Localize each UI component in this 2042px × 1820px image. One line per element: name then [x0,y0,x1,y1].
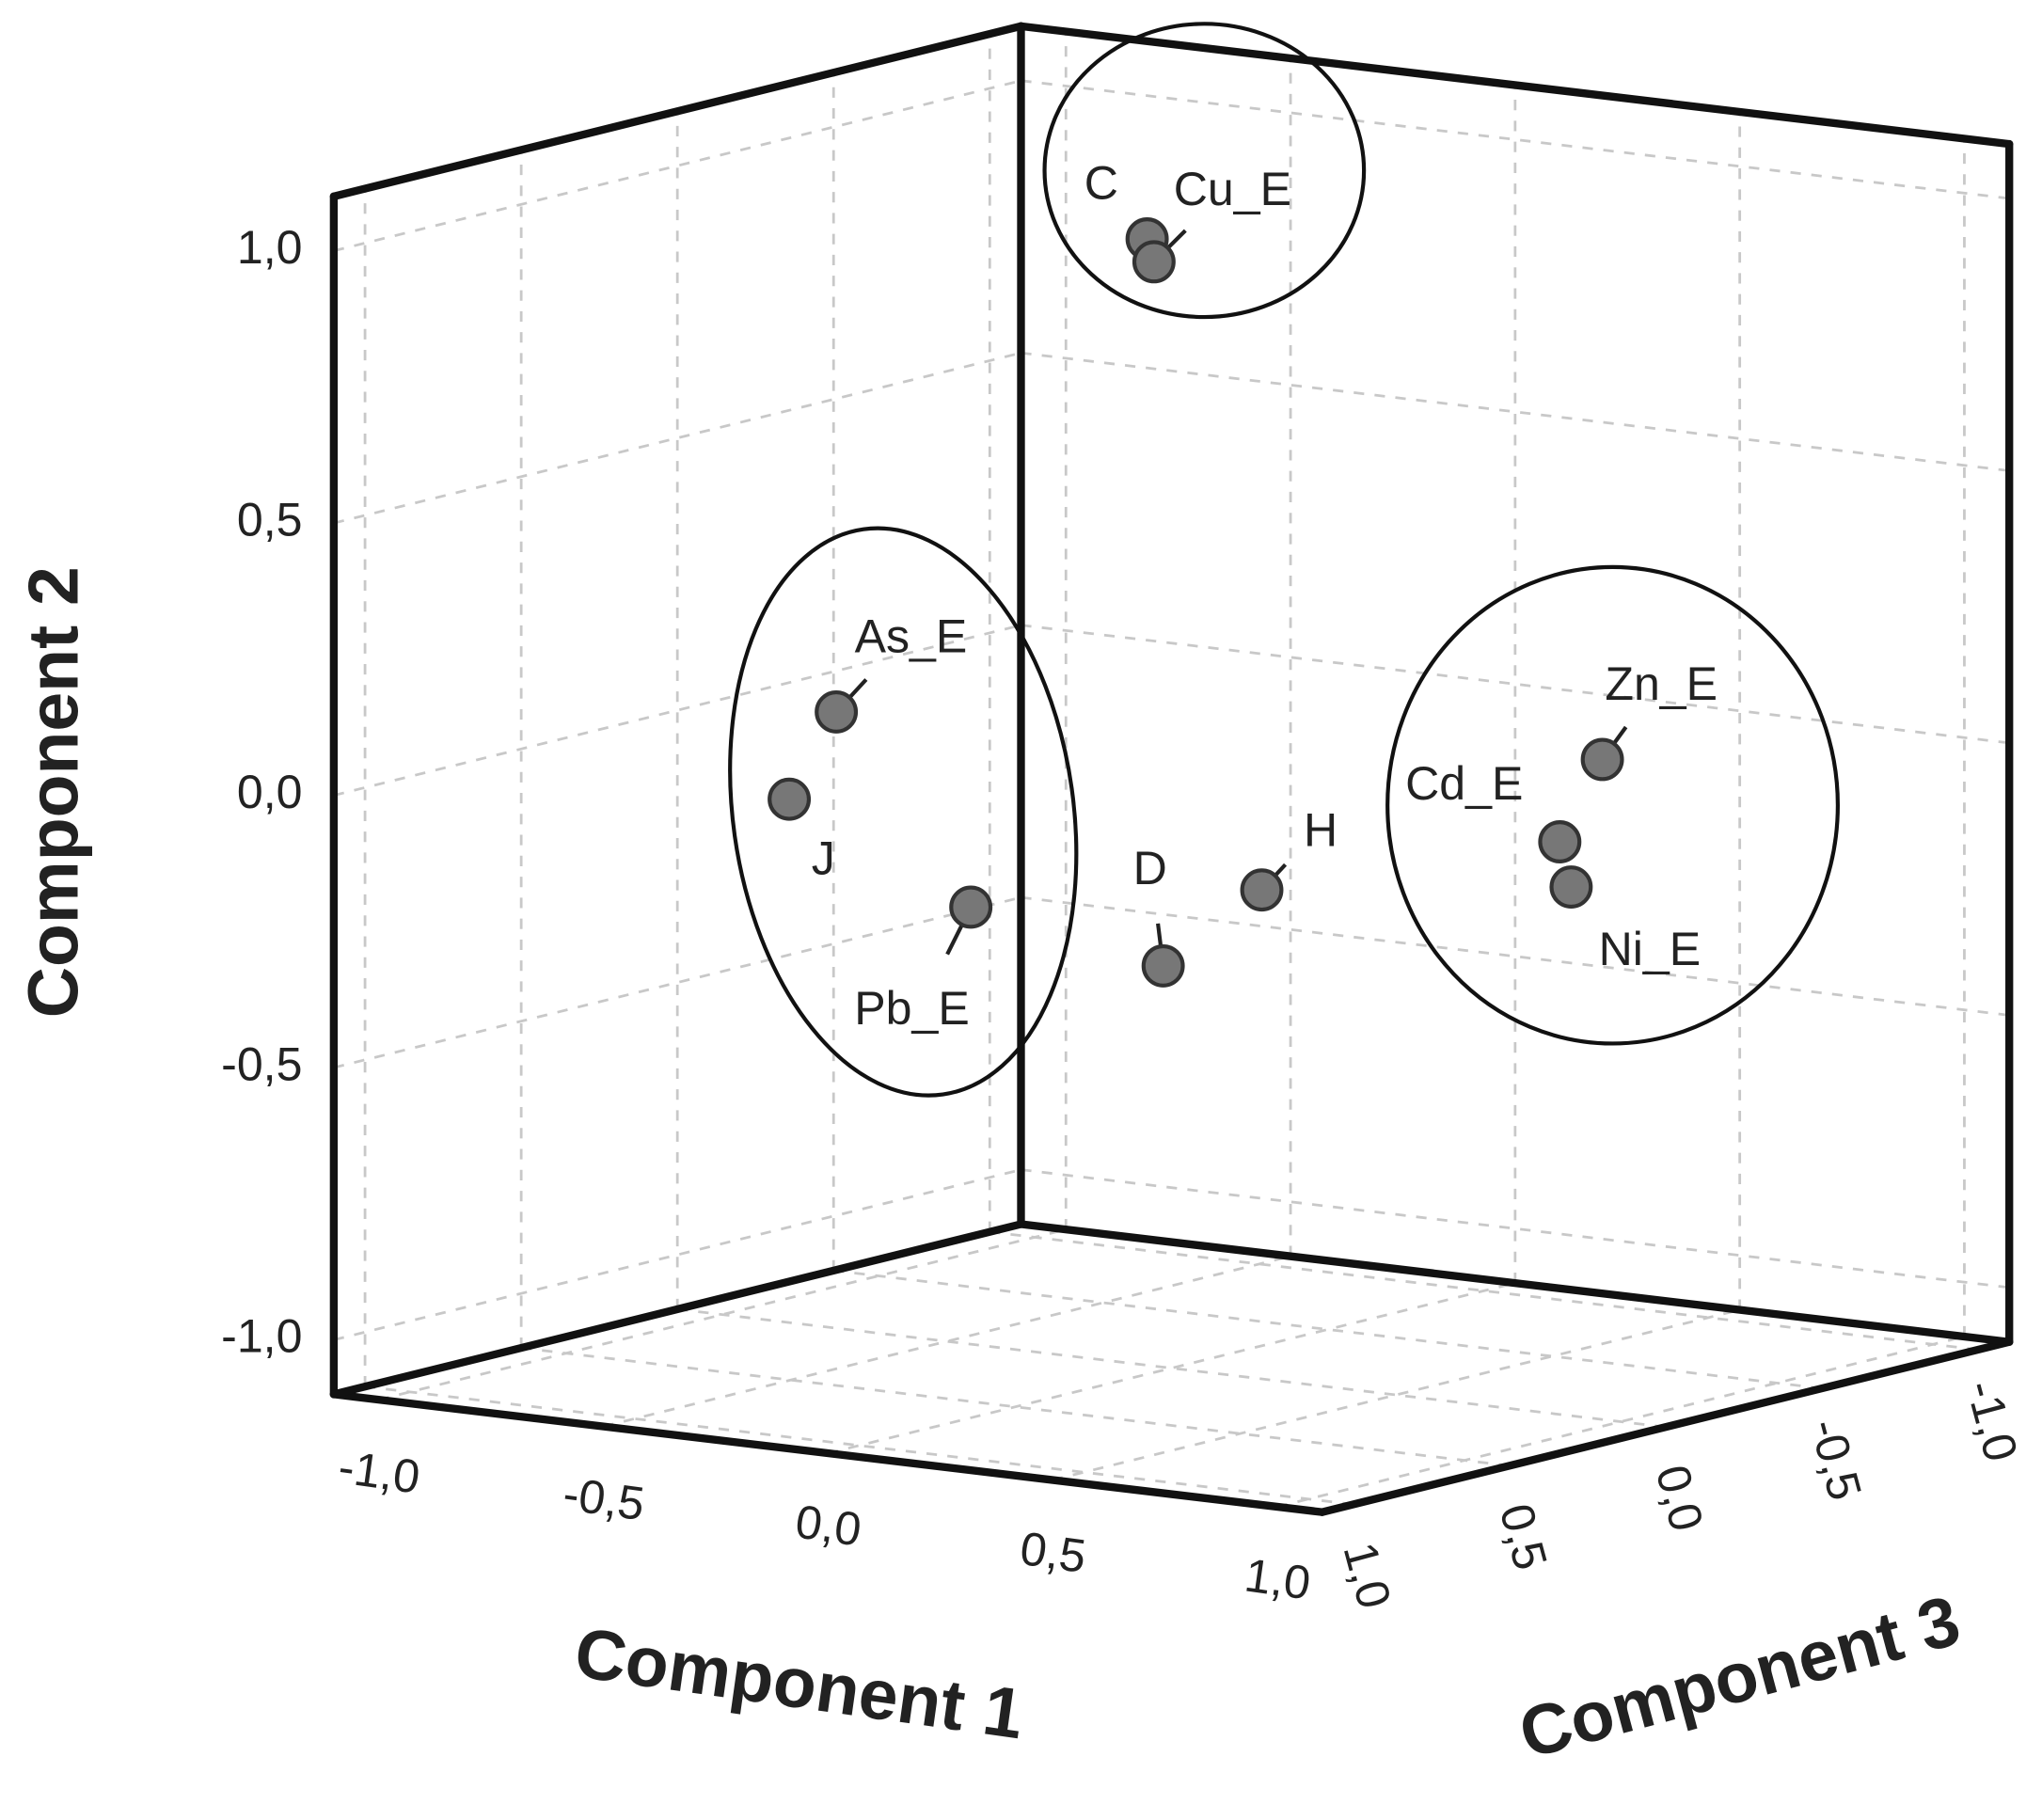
point-label: Cd_E [1405,757,1523,810]
point-label: Pb_E [854,982,970,1035]
grid [333,31,2010,1509]
grid-line [827,1281,1516,1455]
box-edge [329,22,1025,200]
x-tick-label: -1,0 [336,1440,423,1503]
grid-line [1021,1168,2010,1290]
point-label: Zn_E [1605,657,1717,710]
grid-line [333,1168,1021,1341]
point-label: As_E [855,610,968,663]
box-edge [1318,1337,2014,1516]
point [1580,737,1624,782]
box-edge [1017,22,2014,149]
grid-line [520,1346,1511,1467]
grid-line [833,1269,1823,1390]
cluster-ellipse [728,526,1079,1098]
box-edge [1017,1220,2014,1346]
grid-line [1021,351,2010,472]
grid-line [1052,1308,1740,1481]
point [768,777,812,821]
cluster-ellipse [1385,564,1840,1046]
cluster-ellipse [1042,22,1367,320]
grid-line [1021,79,2010,200]
z-axis-title: Component 3 [1512,1580,1968,1773]
frame [329,22,2014,1516]
y-tick-label: 0,5 [237,493,303,546]
point [949,885,993,929]
point [1240,868,1284,912]
point-label: J [812,832,835,885]
point-label: D [1133,842,1167,894]
box-edge [329,1390,1326,1516]
point [1132,240,1176,284]
z-tick-label: 0,5 [1490,1498,1558,1575]
y-axis-title: Component 2 [13,566,92,1018]
z-tick-label: -1,0 [1956,1375,2028,1467]
grid-line [333,895,1021,1069]
point-label: C [1084,157,1118,210]
grid-line [378,1227,1067,1401]
y-tick-label: 1,0 [237,221,303,274]
grid-line [333,624,1021,797]
point-label: Ni_E [1599,923,1702,975]
x-tick-label: 1,0 [1242,1548,1314,1609]
y-tick-label: -0,5 [221,1037,302,1090]
point-label: Cu_E [1174,163,1291,215]
x-tick-label: 0,5 [1017,1522,1089,1583]
point [1538,820,1582,863]
z-tick-label: -0,5 [1800,1414,1872,1506]
point-label: H [1304,804,1338,857]
y-tick-label: -1,0 [221,1310,302,1363]
grid-line [603,1255,1291,1428]
z-tick-label: 0,0 [1646,1460,1714,1537]
point [815,689,859,734]
grid-line [333,79,1021,253]
box-edge [329,1220,1025,1399]
x-tick-label: 0,0 [792,1495,864,1556]
grid-line [364,1385,1353,1506]
point [1141,943,1185,988]
x-axis-title: Component 1 [570,1612,1028,1753]
y-tick-label: 0,0 [237,766,303,818]
point [1549,865,1593,910]
grid-line [1021,624,2010,745]
grid-line [333,351,1021,525]
grid-line [677,1307,1667,1429]
grid-line [1276,1335,1965,1509]
points: C Cu_E As_E J Pb_E D H Zn_E Cd_E Ni_E [768,157,1717,1035]
x-tick-label: -0,5 [560,1467,647,1530]
z-tick-label: 1,0 [1334,1537,1401,1614]
